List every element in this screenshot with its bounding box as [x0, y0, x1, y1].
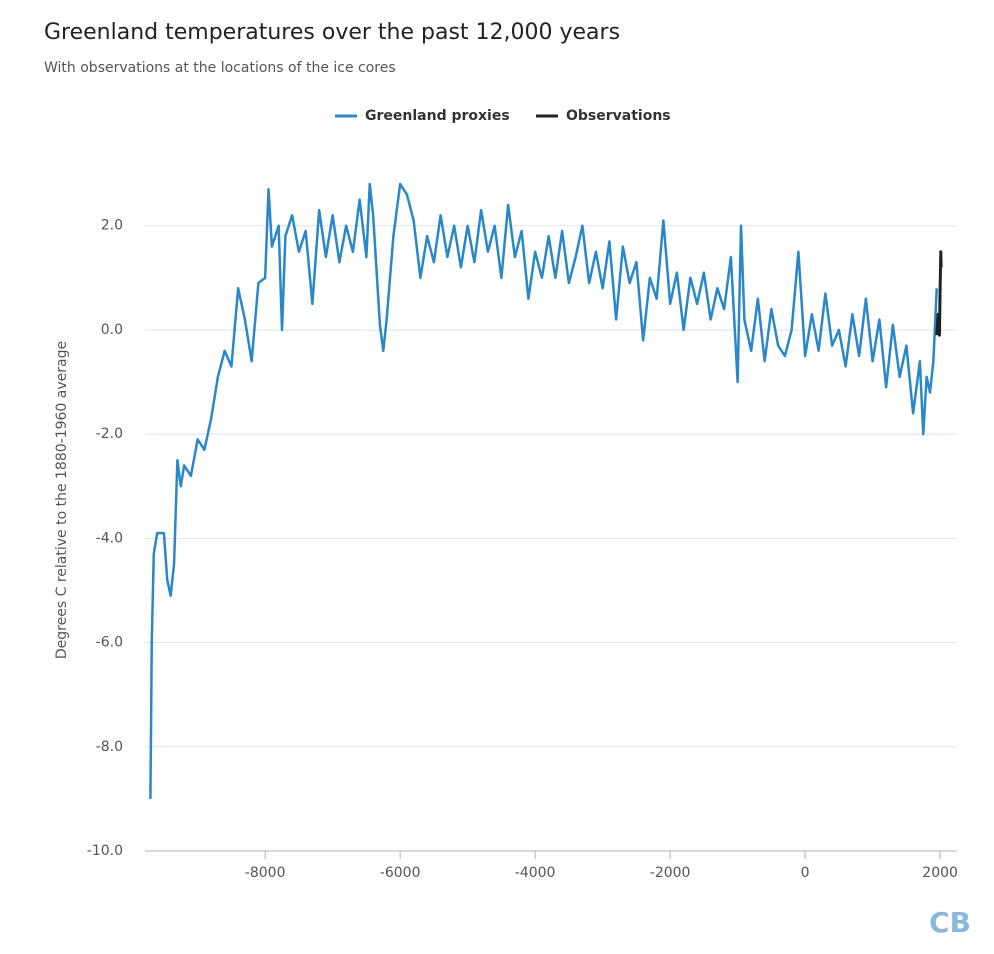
x-tick-label: -6000	[380, 865, 421, 881]
line	[149, 182, 938, 799]
x-tick-label: 0	[801, 865, 810, 881]
y-tick-label: -6.0	[96, 635, 123, 651]
y-tick-label: -8.0	[96, 739, 123, 755]
chart-title: Greenland temperatures over the past 12,…	[44, 20, 620, 45]
legend-label: Greenland proxies	[365, 108, 510, 124]
y-tick-label: 0.0	[101, 322, 123, 338]
chart-subtitle: With observations at the locations of th…	[44, 60, 396, 76]
y-tick-label: -2.0	[96, 426, 123, 442]
x-tick-label: -4000	[515, 865, 556, 881]
y-tick-label: -4.0	[96, 530, 123, 546]
y-axis-label: Degrees C relative to the 1880-1960 aver…	[54, 341, 70, 659]
line	[935, 250, 943, 337]
x-tick-label: 2000	[922, 865, 958, 881]
y-tick-label: 2.0	[101, 218, 123, 234]
x-tick-label: -2000	[650, 865, 691, 881]
x-tick-label: -8000	[245, 865, 286, 881]
y-tick-label: -10.0	[87, 843, 123, 859]
legend-label: Observations	[566, 108, 671, 124]
logo: CB	[929, 906, 971, 939]
